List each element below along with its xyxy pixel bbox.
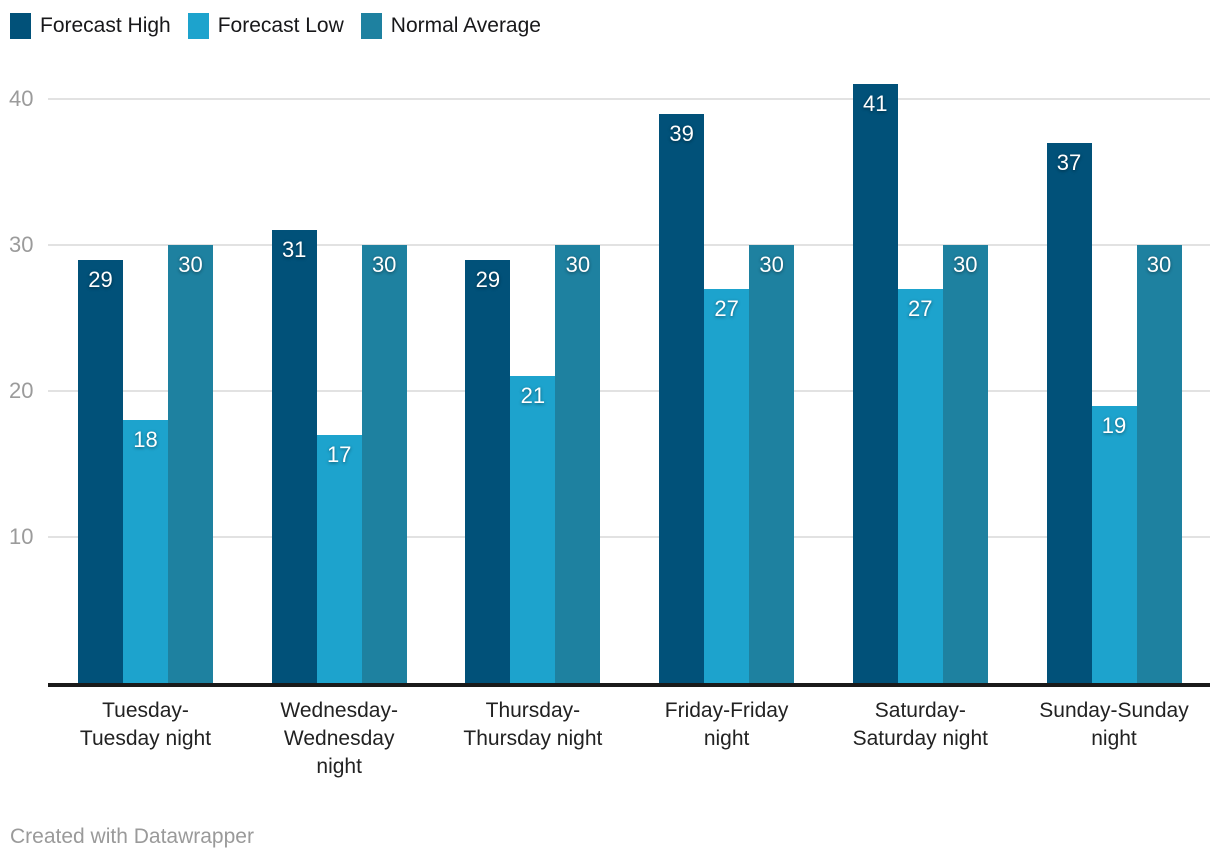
bar-forecast-high-6[interactable]: 37 xyxy=(1046,142,1092,683)
gridline-30 xyxy=(48,244,1210,246)
x-axis-label-1: Tuesday- Tuesday night xyxy=(79,699,212,750)
bar-value-label: 29 xyxy=(88,266,113,292)
bar-value-label: 17 xyxy=(326,441,352,467)
bar-value-label: 27 xyxy=(714,295,739,321)
legend-item-forecast-low: Forecast Low xyxy=(187,13,344,39)
x-axis-label-5: Saturday- Saturday night xyxy=(852,699,989,750)
bar-value-label: 29 xyxy=(475,266,501,292)
x-axis-label-4: Friday-Friday night xyxy=(664,699,789,750)
bar-value-label: 30 xyxy=(178,252,203,277)
bar-value-label: 30 xyxy=(371,252,397,277)
legend-label: Forecast High xyxy=(40,14,171,37)
bar-forecast-low-6[interactable]: 19 xyxy=(1091,405,1137,683)
x-axis-label-2: Wednesday- Wednesday night xyxy=(280,699,398,778)
x-axis-label-3: Thursday- Thursday night xyxy=(463,699,603,750)
legend-swatch-icon xyxy=(187,13,209,39)
bar-forecast-high-4[interactable]: 39 xyxy=(659,113,705,683)
legend-item-forecast-high: Forecast High xyxy=(10,13,171,39)
bar-value-label: 30 xyxy=(1146,252,1172,277)
gridline-40 xyxy=(48,98,1210,100)
bar-normal-average-4[interactable]: 30 xyxy=(749,245,795,683)
bar-value-label: 27 xyxy=(908,295,933,321)
legend-label: Normal Average xyxy=(390,14,541,37)
bar-normal-average-2[interactable]: 30 xyxy=(361,245,407,683)
bar-normal-average-5[interactable]: 30 xyxy=(942,245,988,683)
bar-forecast-low-4[interactable]: 27 xyxy=(704,288,750,683)
x-axis-label-6: Sunday-Sunday night xyxy=(1039,699,1189,750)
legend-swatch-icon xyxy=(10,13,31,39)
bar-value-label: 41 xyxy=(863,91,888,117)
bar-value-label: 30 xyxy=(759,252,784,277)
bar-forecast-high-1[interactable]: 29 xyxy=(78,259,123,683)
legend: Forecast High Forecast Low Normal Average xyxy=(10,13,541,39)
datawrapper-credit[interactable]: Created with Datawrapper xyxy=(10,825,254,848)
bar-forecast-low-1[interactable]: 18 xyxy=(123,420,168,683)
y-tick-label-10: 10 xyxy=(9,524,34,549)
bar-value-label: 21 xyxy=(520,383,546,409)
bar-forecast-low-2[interactable]: 17 xyxy=(316,434,362,683)
bar-value-label: 31 xyxy=(281,237,307,263)
bar-normal-average-1[interactable]: 30 xyxy=(168,245,213,683)
bar-value-label: 30 xyxy=(565,252,591,277)
bar-forecast-low-3[interactable]: 21 xyxy=(510,376,556,683)
legend-label: Forecast Low xyxy=(217,14,344,37)
bar-forecast-low-5[interactable]: 27 xyxy=(897,288,943,683)
bar-value-label: 18 xyxy=(133,427,158,453)
legend-item-normal-average: Normal Average xyxy=(360,13,541,39)
bar-normal-average-6[interactable]: 30 xyxy=(1136,245,1182,683)
bar-forecast-high-2[interactable]: 31 xyxy=(271,230,317,683)
bar-forecast-high-3[interactable]: 29 xyxy=(465,259,511,683)
bar-value-label: 37 xyxy=(1056,149,1082,175)
y-tick-label-30: 30 xyxy=(9,232,34,257)
y-tick-label-20: 20 xyxy=(9,378,34,403)
legend-swatch-icon xyxy=(360,13,382,39)
gridline-20 xyxy=(48,390,1210,392)
bar-normal-average-3[interactable]: 30 xyxy=(555,245,601,683)
y-tick-label-40: 40 xyxy=(9,86,34,111)
bar-value-label: 39 xyxy=(669,120,694,146)
bar-forecast-high-5[interactable]: 41 xyxy=(852,84,898,683)
bar-value-label: 30 xyxy=(953,252,978,277)
x-axis-baseline xyxy=(48,683,1210,687)
gridline-10 xyxy=(48,536,1210,538)
bar-value-label: 19 xyxy=(1101,412,1127,438)
